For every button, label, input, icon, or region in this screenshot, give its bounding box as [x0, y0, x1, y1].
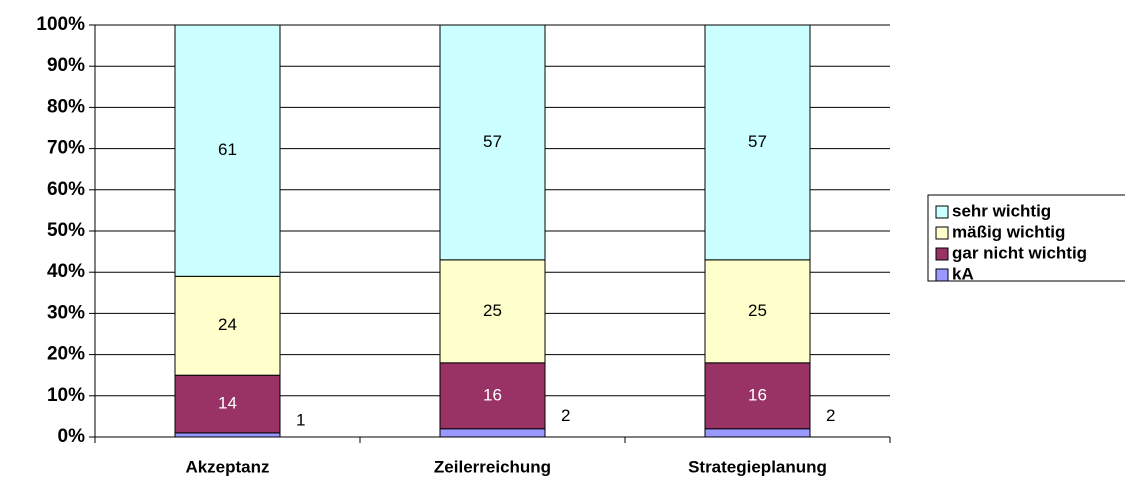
x-tick-label: Strategieplanung [688, 457, 827, 476]
legend-swatch [935, 226, 949, 240]
data-label: 16 [483, 385, 502, 404]
data-label: 57 [748, 132, 767, 151]
bar-segment [439, 259, 546, 364]
bar-segment [174, 432, 281, 438]
bar-segment [704, 362, 811, 430]
data-label: 14 [218, 394, 237, 413]
x-tick-label: Zeilerreichung [434, 457, 551, 476]
legend-label: kA [952, 264, 974, 283]
data-label: 24 [218, 315, 237, 334]
bar-segment [439, 428, 546, 438]
y-tick-label: 20% [47, 344, 85, 365]
bar-segment [174, 275, 281, 376]
legend-swatch [935, 247, 949, 261]
data-label: 16 [748, 385, 767, 404]
bar-segment [704, 428, 811, 438]
y-tick-label: 70% [47, 138, 85, 159]
bar-segment [439, 362, 546, 430]
data-label: 57 [483, 132, 502, 151]
y-tick-label: 100% [36, 14, 85, 35]
legend-label: gar nicht wichtig [952, 243, 1087, 262]
y-tick-label: 10% [47, 385, 85, 406]
y-tick-label: 80% [47, 96, 85, 117]
legend-label: mäßig wichtig [952, 222, 1065, 241]
data-label: 25 [483, 301, 502, 320]
legend-swatch [935, 205, 949, 219]
data-label: 1 [296, 410, 305, 429]
data-label: 61 [218, 140, 237, 159]
bar-segment [704, 259, 811, 364]
y-tick-label: 60% [47, 179, 85, 200]
y-tick-label: 0% [58, 426, 86, 447]
data-label: 2 [826, 406, 835, 425]
y-tick-label: 50% [47, 220, 85, 241]
bar-segment [174, 24, 281, 277]
x-tick-label: Akzeptanz [185, 457, 269, 476]
legend-box [927, 194, 1125, 282]
y-tick-label: 90% [47, 55, 85, 76]
y-tick-label: 40% [47, 261, 85, 282]
y-tick-label: 30% [47, 302, 85, 323]
bar-segment [439, 24, 546, 261]
legend-swatch [935, 268, 949, 282]
data-label: 25 [748, 301, 767, 320]
data-label: 2 [561, 406, 570, 425]
legend-label: sehr wichtig [952, 201, 1051, 220]
bar-segment [704, 24, 811, 261]
bar-segment [174, 374, 281, 434]
